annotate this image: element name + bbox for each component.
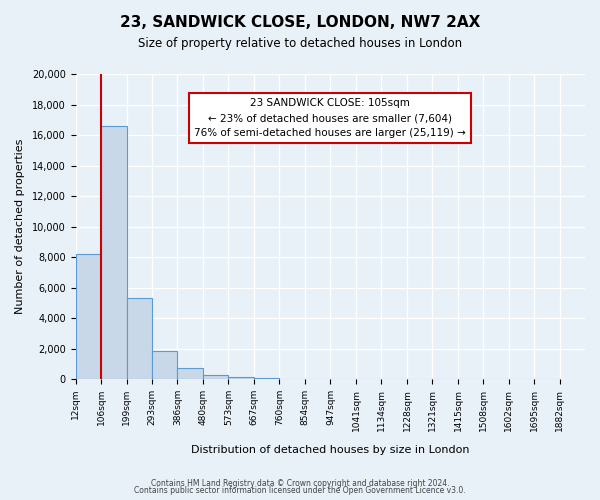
- Bar: [229, 378, 254, 380]
- Bar: [127, 298, 152, 380]
- Text: Size of property relative to detached houses in London: Size of property relative to detached ho…: [138, 38, 462, 51]
- Text: 23 SANDWICK CLOSE: 105sqm
← 23% of detached houses are smaller (7,604)
76% of se: 23 SANDWICK CLOSE: 105sqm ← 23% of detac…: [194, 98, 466, 138]
- Bar: [101, 126, 127, 380]
- Bar: [203, 375, 229, 380]
- Bar: [76, 254, 101, 380]
- Text: 23, SANDWICK CLOSE, LONDON, NW7 2AX: 23, SANDWICK CLOSE, LONDON, NW7 2AX: [120, 15, 480, 30]
- X-axis label: Distribution of detached houses by size in London: Distribution of detached houses by size …: [191, 445, 470, 455]
- Text: Contains HM Land Registry data © Crown copyright and database right 2024.: Contains HM Land Registry data © Crown c…: [151, 478, 449, 488]
- Bar: [178, 368, 203, 380]
- Bar: [254, 378, 280, 380]
- Y-axis label: Number of detached properties: Number of detached properties: [15, 139, 25, 314]
- Text: Contains public sector information licensed under the Open Government Licence v3: Contains public sector information licen…: [134, 486, 466, 495]
- Bar: [152, 351, 178, 380]
